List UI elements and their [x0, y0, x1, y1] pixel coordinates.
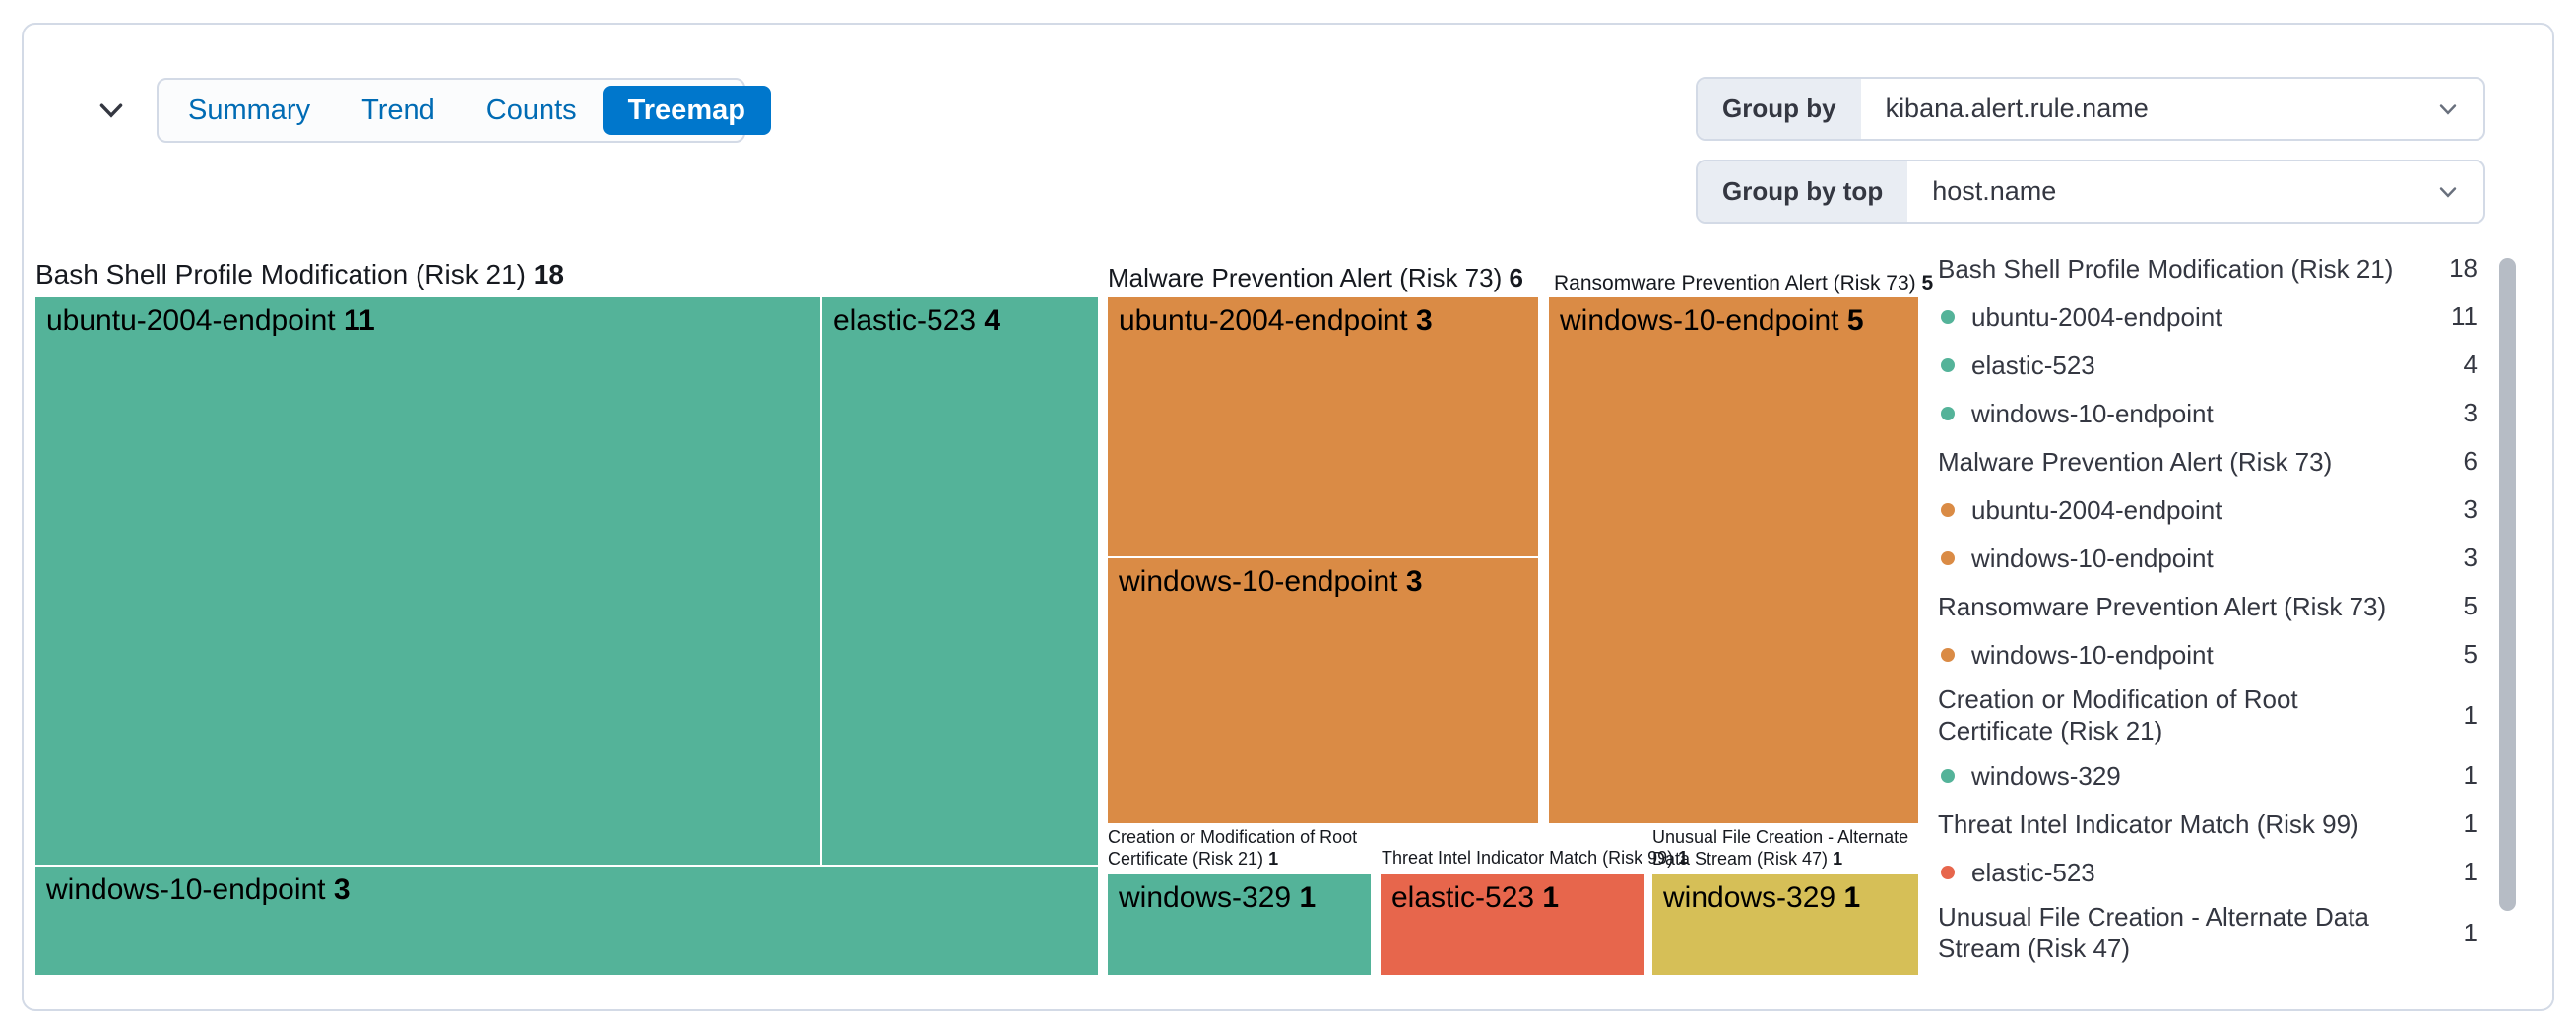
treemap-cell[interactable]: windows-10-endpoint 5: [1549, 297, 1918, 823]
collapse-panel-button[interactable]: [94, 94, 129, 129]
chevron-down-icon: [2413, 161, 2483, 222]
legend-dot-icon: [1941, 865, 1955, 879]
legend-group-row[interactable]: Ransomware Prevention Alert (Risk 73) 5: [1938, 591, 2478, 621]
treemap-cell[interactable]: ubuntu-2004-endpoint 3: [1108, 297, 1538, 556]
legend-dot-icon: [1941, 550, 1955, 565]
legend-dot-icon: [1941, 502, 1955, 517]
group-by-top-value: host.name: [1932, 176, 2057, 206]
legend-group-row[interactable]: Threat Intel Indicator Match (Risk 99) 1: [1938, 808, 2478, 839]
treemap-legend: Bash Shell Profile Modification (Risk 21…: [1938, 244, 2478, 969]
legend-item-row[interactable]: windows-329 1: [1938, 751, 2478, 800]
legend-group-row[interactable]: Bash Shell Profile Modification (Risk 21…: [1938, 253, 2478, 284]
treemap-group-title: Ransomware Prevention Alert (Risk 73) 5: [1554, 272, 1934, 294]
legend-item-row[interactable]: windows-10-endpoint 3: [1938, 534, 2478, 582]
treemap-group-title: Creation or Modification of Root Certifi…: [1108, 827, 1358, 869]
group-by-top-select[interactable]: Group by top host.name: [1696, 160, 2485, 224]
treemap-cell[interactable]: windows-10-endpoint 3: [35, 867, 1098, 975]
tab-counts[interactable]: Counts: [461, 86, 603, 135]
chevron-down-icon: [96, 95, 127, 129]
treemap-cell[interactable]: windows-329 1: [1652, 874, 1918, 975]
treemap-cell[interactable]: elastic-523 4: [822, 297, 1098, 865]
treemap-cell[interactable]: windows-329 1: [1108, 874, 1371, 975]
group-by-label: Group by: [1698, 79, 1861, 139]
legend-scrollbar-thumb[interactable]: [2499, 258, 2516, 911]
tab-treemap[interactable]: Treemap: [602, 86, 771, 135]
group-by-value: kibana.alert.rule.name: [1885, 94, 2149, 123]
legend-dot-icon: [1941, 768, 1955, 783]
legend-item-row[interactable]: elastic-523 1: [1938, 848, 2478, 896]
treemap-cell[interactable]: ubuntu-2004-endpoint 11: [35, 297, 820, 865]
tab-trend[interactable]: Trend: [336, 86, 461, 135]
treemap-cell[interactable]: elastic-523 1: [1381, 874, 1644, 975]
group-by-select[interactable]: Group by kibana.alert.rule.name: [1696, 77, 2485, 141]
treemap-group-title: Bash Shell Profile Modification (Risk 21…: [35, 259, 564, 290]
view-mode-tab-group: Summary Trend Counts Treemap: [157, 78, 771, 143]
legend-item-row[interactable]: ubuntu-2004-endpoint 3: [1938, 485, 2478, 534]
treemap-group-title: Unusual File Creation - Alternate Data S…: [1652, 827, 1909, 869]
legend-dot-icon: [1941, 406, 1955, 420]
legend-dot-icon: [1941, 647, 1955, 662]
legend-dot-icon: [1941, 357, 1955, 372]
treemap-group-title: Threat Intel Indicator Match (Risk 99) 1: [1382, 848, 1689, 868]
chevron-down-icon: [2413, 79, 2483, 139]
legend-group-row[interactable]: Creation or Modification of Root Certifi…: [1938, 684, 2478, 745]
tab-summary[interactable]: Summary: [162, 86, 336, 135]
legend-item-row[interactable]: ubuntu-2004-endpoint 11: [1938, 292, 2478, 341]
legend-item-row[interactable]: windows-10-endpoint 3: [1938, 389, 2478, 437]
legend-group-row[interactable]: Unusual File Creation - Alternate Data S…: [1938, 902, 2478, 963]
group-by-top-label: Group by top: [1698, 161, 1908, 222]
legend-item-row[interactable]: elastic-523 4: [1938, 341, 2478, 389]
legend-dot-icon: [1941, 309, 1955, 324]
treemap-cell[interactable]: windows-10-endpoint 3: [1108, 558, 1538, 823]
treemap-group-title: Malware Prevention Alert (Risk 73) 6: [1108, 263, 1523, 292]
legend-group-row[interactable]: Malware Prevention Alert (Risk 73) 6: [1938, 446, 2478, 477]
legend-item-row[interactable]: windows-10-endpoint 5: [1938, 630, 2478, 678]
